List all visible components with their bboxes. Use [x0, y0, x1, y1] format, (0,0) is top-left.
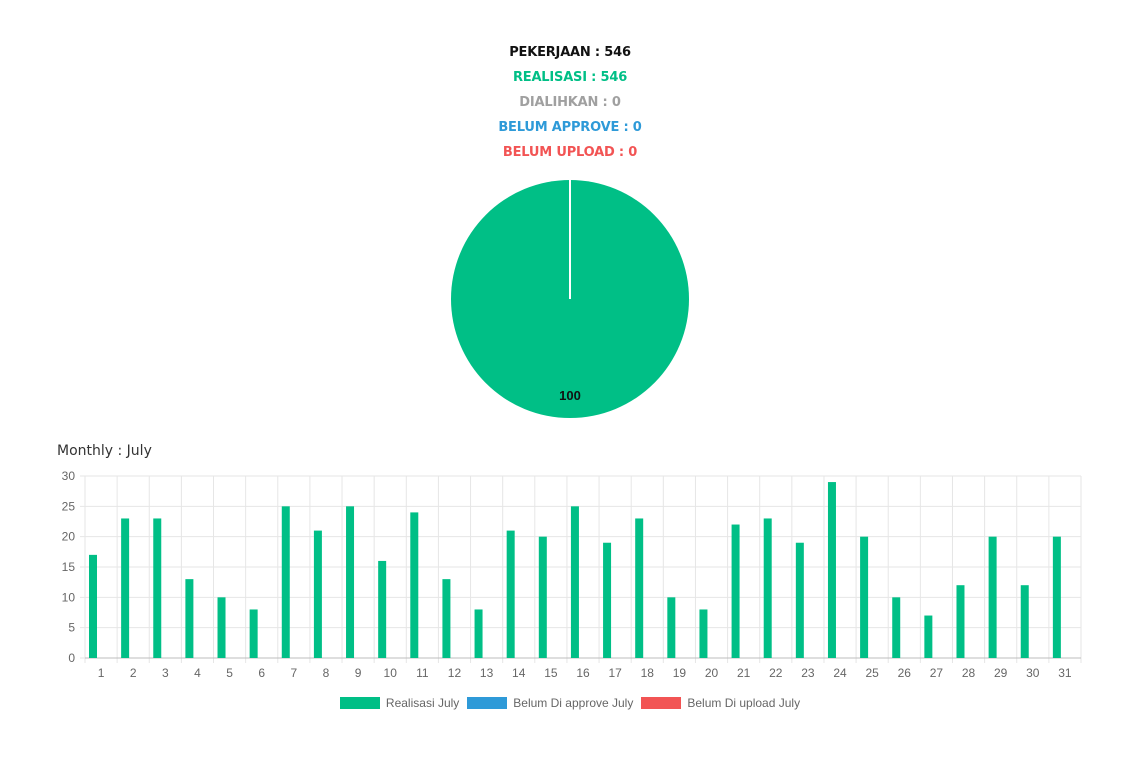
bar[interactable] — [538, 536, 547, 658]
x-tick-label: 19 — [673, 666, 687, 680]
legend-swatch-belum-approve — [467, 697, 508, 709]
bar[interactable] — [346, 506, 355, 658]
bar[interactable] — [763, 518, 772, 658]
x-tick-label: 14 — [512, 666, 526, 680]
x-tick-label: 5 — [226, 666, 233, 680]
x-tick-label: 28 — [962, 666, 976, 680]
x-tick-label: 18 — [641, 666, 655, 680]
bar[interactable] — [827, 482, 836, 658]
x-tick-label: 25 — [865, 666, 879, 680]
x-tick-label: 8 — [323, 666, 330, 680]
monthly-title: Monthly : July — [57, 443, 152, 459]
legend-label-realisasi: Realisasi July — [385, 696, 460, 710]
y-tick-label: 10 — [62, 590, 76, 604]
bar[interactable] — [1020, 585, 1029, 658]
bar[interactable] — [217, 597, 226, 658]
x-tick-label: 31 — [1058, 666, 1072, 680]
summary-block: PEKERJAAN : 546 REALISASI : 546 DIALIHKA… — [0, 40, 1140, 165]
x-tick-label: 1 — [98, 666, 105, 680]
x-tick-label: 10 — [384, 666, 398, 680]
pie-chart[interactable]: 100 — [450, 178, 690, 420]
bar[interactable] — [892, 597, 901, 658]
legend-swatch-belum-upload — [641, 697, 682, 709]
legend-swatch-realisasi — [339, 697, 380, 709]
bar[interactable] — [635, 518, 644, 658]
legend-item-belum-approve[interactable]: Belum Di approve July — [467, 696, 633, 710]
x-tick-label: 26 — [898, 666, 912, 680]
bar[interactable] — [731, 524, 740, 658]
bar[interactable] — [121, 518, 130, 658]
x-tick-label: 11 — [416, 666, 429, 680]
legend-item-belum-upload[interactable]: Belum Di upload July — [641, 696, 800, 710]
bar[interactable] — [474, 609, 483, 658]
x-tick-label: 29 — [994, 666, 1008, 680]
x-tick-label: 13 — [480, 666, 494, 680]
y-tick-label: 25 — [62, 499, 76, 513]
bar[interactable] — [506, 530, 515, 658]
bar[interactable] — [442, 579, 451, 658]
x-tick-label: 3 — [162, 666, 169, 680]
bar[interactable] — [860, 536, 869, 658]
bar[interactable] — [89, 554, 97, 658]
bar[interactable] — [410, 512, 419, 658]
x-tick-label: 6 — [258, 666, 265, 680]
legend-item-realisasi[interactable]: Realisasi July — [339, 696, 460, 710]
bar[interactable] — [313, 530, 322, 658]
bar[interactable] — [378, 560, 387, 658]
x-tick-label: 30 — [1026, 666, 1040, 680]
belum-approve-total: BELUM APPROVE : 0 — [498, 120, 642, 135]
x-tick-label: 15 — [544, 666, 558, 680]
x-tick-label: 20 — [705, 666, 719, 680]
bar[interactable] — [570, 506, 579, 658]
chart-legend: Realisasi July Belum Di approve July Bel… — [0, 696, 1140, 710]
x-tick-label: 27 — [930, 666, 944, 680]
bar[interactable] — [185, 579, 194, 658]
pekerjaan-total: PEKERJAAN : 546 — [509, 45, 631, 60]
x-tick-label: 24 — [833, 666, 847, 680]
bar[interactable] — [924, 615, 933, 658]
bar[interactable] — [1052, 536, 1061, 658]
x-tick-label: 23 — [801, 666, 815, 680]
bar[interactable] — [281, 506, 290, 658]
bar[interactable] — [699, 609, 708, 658]
x-tick-label: 16 — [576, 666, 590, 680]
bar[interactable] — [956, 585, 965, 658]
dialihkan-total: DIALIHKAN : 0 — [519, 95, 621, 110]
x-tick-label: 9 — [355, 666, 362, 680]
x-tick-label: 17 — [608, 666, 622, 680]
belum-upload-total: BELUM UPLOAD : 0 — [502, 145, 638, 160]
y-tick-label: 0 — [68, 651, 75, 665]
legend-label-belum-approve: Belum Di approve July — [513, 696, 634, 710]
bar[interactable] — [249, 609, 258, 658]
bar[interactable] — [603, 542, 612, 658]
x-tick-label: 22 — [769, 666, 783, 680]
realisasi-total: REALISASI : 546 — [512, 70, 628, 85]
y-tick-label: 5 — [68, 621, 75, 635]
legend-label-belum-upload: Belum Di upload July — [687, 696, 801, 710]
x-tick-label: 12 — [448, 666, 462, 680]
x-tick-label: 4 — [194, 666, 201, 680]
y-tick-label: 30 — [62, 469, 76, 483]
bar[interactable] — [667, 597, 676, 658]
bar[interactable] — [795, 542, 804, 658]
bar[interactable] — [988, 536, 997, 658]
x-tick-label: 2 — [130, 666, 137, 680]
pie-data-label: 100 — [559, 388, 581, 403]
y-tick-label: 20 — [62, 530, 76, 544]
x-tick-label: 7 — [290, 666, 297, 680]
bar[interactable] — [153, 518, 162, 658]
x-tick-label: 21 — [737, 666, 751, 680]
y-tick-label: 15 — [62, 560, 76, 574]
